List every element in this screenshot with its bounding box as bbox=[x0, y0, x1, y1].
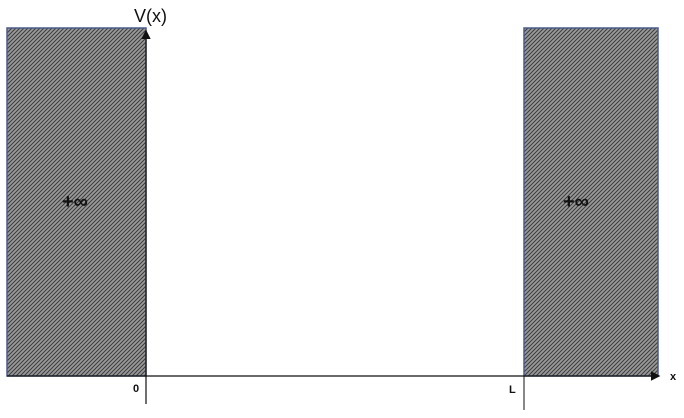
origin-label: 0 bbox=[133, 383, 139, 395]
right-wall-position-label: L bbox=[509, 384, 516, 396]
left-wall-infinity-label: +∞ bbox=[62, 191, 88, 213]
right-potential-wall bbox=[523, 27, 659, 377]
right-wall-infinity-label: +∞ bbox=[563, 191, 589, 213]
left-potential-wall bbox=[6, 27, 147, 377]
y-axis-label: V(x) bbox=[134, 6, 167, 26]
x-axis-label: x bbox=[670, 371, 677, 383]
